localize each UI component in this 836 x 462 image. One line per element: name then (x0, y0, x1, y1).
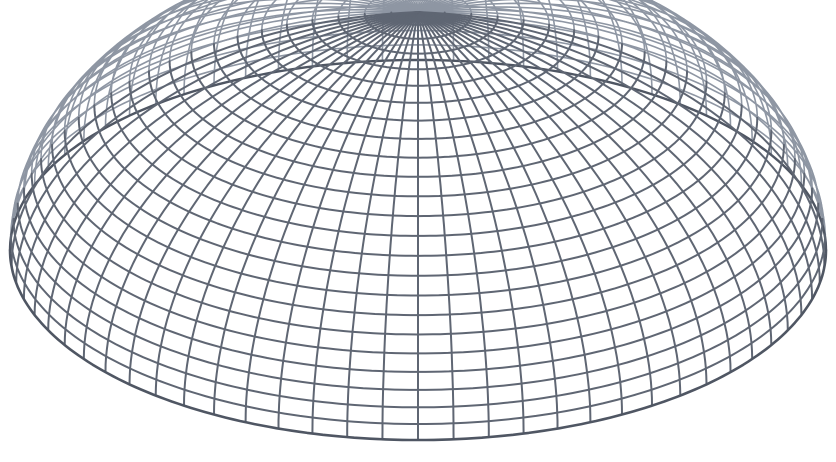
dome-back-wires (8, 0, 828, 252)
dome-latitude-ring-hidden (23, 4, 813, 190)
dome-latitude-ring-hidden (93, 0, 743, 106)
dome-latitude-ring (40, 157, 796, 336)
dome-latitude-ring (190, 51, 646, 159)
dome-latitude-ring (236, 35, 600, 122)
dome-latitude-ring (213, 42, 623, 140)
dome-latitude-ring-hidden (148, 0, 688, 72)
dome-latitude-ring-hidden (363, 0, 473, 15)
dome-rim (8, 248, 828, 442)
dome-latitude-ring (16, 202, 820, 391)
dome-latitude-ring (260, 29, 576, 104)
dome-latitude-ring (390, 11, 446, 26)
dome-latitude-ring (285, 23, 551, 87)
dome-latitude-ring-hidden (51, 0, 785, 146)
dome-latitude-ring-hidden (390, 0, 446, 14)
dome-latitude-ring (363, 13, 473, 40)
dome-latitude-ring (51, 143, 785, 317)
dome-latitude-ring-hidden (40, 0, 796, 160)
dome-front-wires (8, 11, 828, 442)
dome-latitude-ring (337, 15, 499, 55)
dome-latitude-ring (128, 80, 708, 218)
dome-latitude-ring-hidden (30, 0, 806, 175)
dome-latitude-ring (93, 104, 743, 257)
dome-latitude-ring (12, 217, 824, 409)
dome-latitude-ring (22, 187, 814, 373)
dome-latitude-ring-hidden (63, 0, 773, 132)
dome-latitude-ring (110, 92, 726, 237)
dome-latitude-ring-hidden (168, 0, 668, 62)
dome-latitude-ring (168, 60, 668, 178)
dome-latitude-ring (311, 19, 525, 71)
dome-latitude-ring (30, 172, 806, 355)
dome-latitude-ring (9, 233, 827, 425)
dome-latitude-ring (63, 130, 773, 297)
dome-latitude-ring (148, 70, 688, 198)
dome-latitude-ring (77, 116, 759, 277)
